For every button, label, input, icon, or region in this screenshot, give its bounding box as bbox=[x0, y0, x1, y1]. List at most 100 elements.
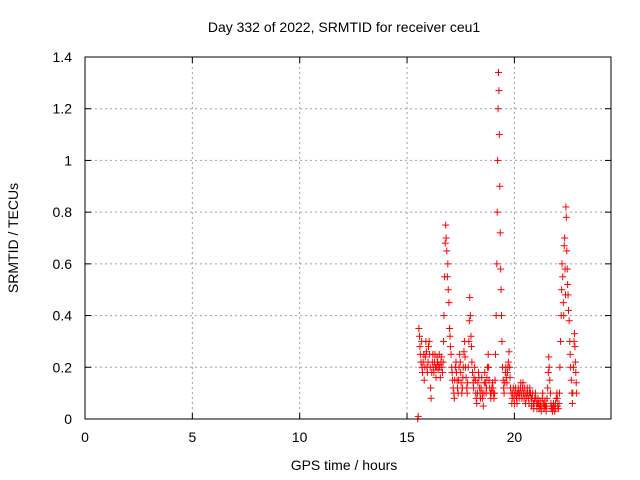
data-point bbox=[555, 399, 563, 407]
data-point bbox=[456, 350, 464, 358]
data-point bbox=[437, 353, 445, 361]
data-point bbox=[562, 203, 570, 211]
data-point bbox=[440, 312, 448, 320]
y-tick-label: 1 bbox=[64, 152, 72, 168]
data-point bbox=[430, 368, 438, 376]
data-points bbox=[414, 69, 581, 423]
data-point bbox=[544, 384, 552, 392]
data-point bbox=[544, 368, 552, 376]
data-point bbox=[491, 350, 499, 358]
data-point bbox=[567, 376, 575, 384]
data-point bbox=[446, 343, 454, 351]
data-point bbox=[572, 368, 580, 376]
data-point bbox=[498, 312, 506, 320]
data-point bbox=[564, 291, 572, 299]
x-tick-labels: 0 5 10 15 20 bbox=[81, 429, 522, 445]
data-point bbox=[571, 343, 579, 351]
data-point bbox=[450, 394, 458, 402]
data-point bbox=[495, 69, 503, 77]
data-point bbox=[558, 260, 566, 268]
data-point bbox=[555, 389, 563, 397]
data-point bbox=[559, 273, 567, 281]
data-point bbox=[446, 332, 454, 340]
data-point bbox=[573, 389, 581, 397]
data-point bbox=[463, 389, 471, 397]
data-point bbox=[494, 156, 502, 164]
data-point bbox=[560, 312, 568, 320]
y-tick-label: 1.2 bbox=[53, 101, 73, 117]
data-point bbox=[468, 358, 476, 366]
data-point bbox=[569, 363, 577, 371]
data-point bbox=[427, 384, 435, 392]
data-point bbox=[568, 399, 576, 407]
data-point bbox=[420, 376, 428, 384]
data-point bbox=[564, 281, 572, 289]
chart-title: Day 332 of 2022, SRMTID for receiver ceu… bbox=[208, 19, 481, 35]
data-point bbox=[572, 379, 580, 387]
grid-lines bbox=[85, 57, 611, 419]
data-point bbox=[466, 293, 474, 301]
data-point bbox=[543, 394, 551, 402]
data-point bbox=[496, 182, 504, 190]
data-point bbox=[443, 247, 451, 255]
data-point bbox=[438, 368, 446, 376]
data-point bbox=[545, 363, 553, 371]
data-point bbox=[464, 363, 472, 371]
data-point bbox=[469, 368, 477, 376]
data-point bbox=[558, 286, 566, 294]
x-axis-title: GPS time / hours bbox=[291, 457, 398, 473]
data-point bbox=[570, 337, 578, 345]
data-point bbox=[446, 325, 454, 332]
data-point bbox=[479, 394, 487, 402]
x-tick-label: 10 bbox=[292, 429, 308, 445]
data-point bbox=[460, 348, 468, 356]
y-axis-title: SRMTID / TECUs bbox=[5, 183, 21, 293]
data-point bbox=[519, 379, 527, 387]
data-point bbox=[495, 87, 503, 95]
data-point bbox=[566, 350, 574, 358]
data-point bbox=[562, 213, 570, 221]
data-point bbox=[560, 242, 568, 250]
y-tick-label: 0 bbox=[64, 411, 72, 427]
data-point bbox=[491, 376, 499, 384]
data-point bbox=[465, 317, 473, 325]
data-point bbox=[439, 358, 447, 366]
data-point bbox=[500, 389, 508, 397]
data-point bbox=[441, 239, 449, 247]
data-point bbox=[513, 399, 521, 407]
data-point bbox=[440, 337, 448, 345]
data-point bbox=[557, 337, 565, 345]
data-point bbox=[494, 105, 502, 113]
data-point bbox=[470, 384, 478, 392]
data-point bbox=[415, 325, 423, 332]
data-point bbox=[571, 330, 579, 338]
data-point bbox=[461, 353, 469, 361]
x-tick-label: 15 bbox=[399, 429, 415, 445]
y-tick-label: 0.2 bbox=[53, 359, 73, 375]
data-point bbox=[563, 247, 571, 255]
data-point bbox=[556, 363, 564, 371]
data-point bbox=[495, 131, 503, 139]
data-point bbox=[506, 363, 514, 371]
data-point bbox=[457, 379, 465, 387]
data-point bbox=[503, 379, 511, 387]
data-point bbox=[474, 379, 482, 387]
data-point bbox=[498, 337, 506, 345]
plot-frame bbox=[84, 56, 612, 420]
data-point bbox=[481, 368, 489, 376]
data-point bbox=[438, 363, 446, 371]
data-point bbox=[457, 368, 465, 376]
data-point bbox=[554, 405, 562, 413]
data-point bbox=[546, 389, 554, 397]
data-point bbox=[444, 260, 452, 268]
data-point bbox=[559, 299, 567, 307]
data-point bbox=[561, 234, 569, 242]
y-tick-label: 0.6 bbox=[53, 256, 73, 272]
data-point bbox=[425, 337, 433, 345]
x-tick-label: 20 bbox=[507, 429, 523, 445]
data-point bbox=[496, 229, 504, 237]
data-point bbox=[545, 353, 553, 361]
data-point bbox=[497, 265, 505, 273]
data-point bbox=[479, 402, 487, 410]
data-point bbox=[466, 312, 474, 320]
